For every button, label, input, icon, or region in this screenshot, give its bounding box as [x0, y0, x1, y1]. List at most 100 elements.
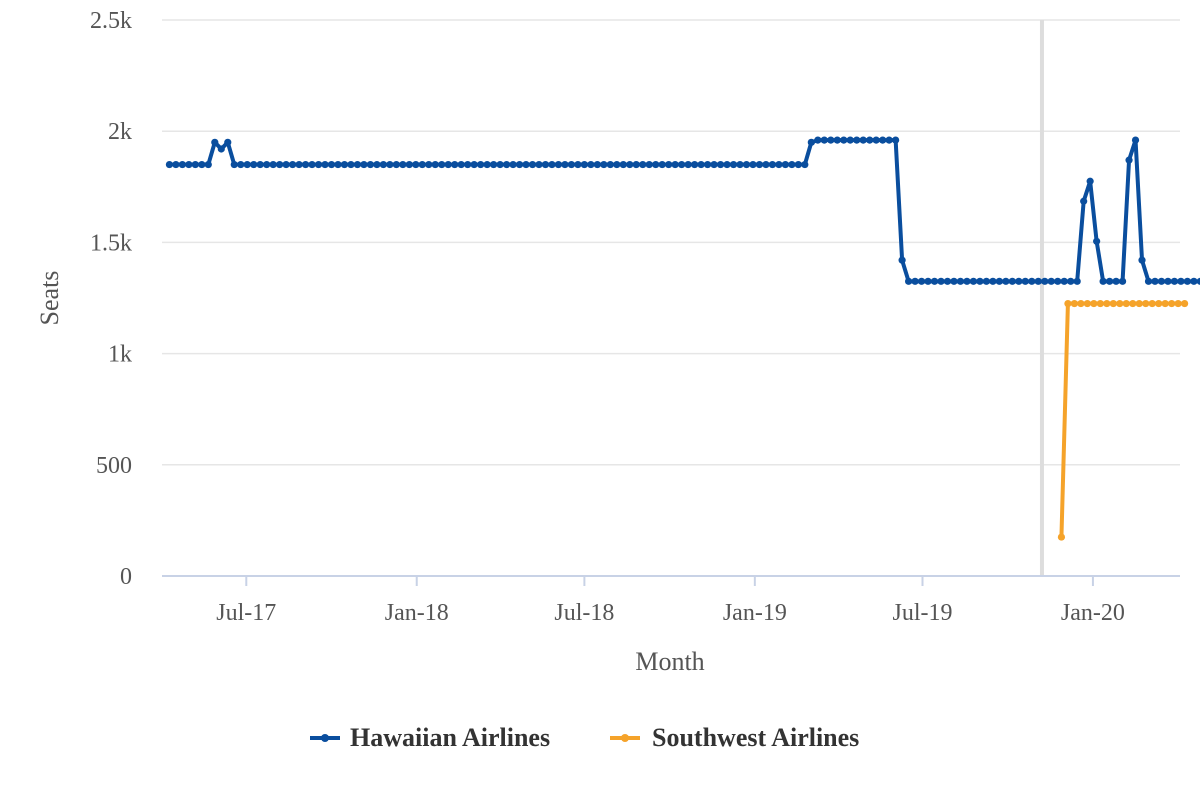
data-point: [995, 277, 1003, 285]
data-point: [807, 138, 815, 146]
data-point: [548, 160, 556, 169]
data-point: [360, 160, 368, 169]
data-point: [580, 160, 588, 169]
series-line: [1059, 301, 1185, 538]
data-point: [1103, 299, 1111, 308]
data-point: [1064, 299, 1072, 308]
data-point: [853, 136, 861, 144]
data-point: [509, 160, 517, 169]
data-point: [1190, 277, 1198, 285]
data-point: [930, 277, 939, 285]
data-point: [1083, 299, 1091, 308]
x-tick-label: Jan-18: [385, 600, 449, 626]
data-point: [924, 277, 932, 285]
data-point: [198, 160, 206, 169]
data-point: [1112, 277, 1120, 285]
data-point: [502, 160, 511, 169]
data-point: [438, 160, 446, 169]
data-point: [1021, 277, 1029, 285]
data-point: [451, 160, 459, 169]
data-point: [658, 160, 666, 169]
legend-label-southwest: Southwest Airlines: [652, 723, 859, 752]
data-point: [1142, 299, 1150, 308]
y-tick-label: 500: [96, 453, 132, 479]
data-point: [496, 160, 504, 169]
data-point: [639, 160, 647, 169]
data-point: [956, 277, 965, 285]
data-point: [211, 138, 219, 146]
data-point: [1157, 277, 1166, 285]
data-point: [1080, 197, 1088, 205]
data-point: [217, 145, 225, 153]
data-point: [1008, 277, 1016, 285]
data-point: [1148, 299, 1156, 308]
data-point: [898, 256, 906, 264]
data-point: [691, 160, 699, 169]
data-point: [1054, 277, 1062, 285]
data-point: [846, 136, 854, 144]
data-point: [794, 160, 802, 169]
tick-labels: 0 500 1k 1.5k 2k 2.5k Jul-17 Jan-18 Jul-18 Jan-19…: [90, 8, 1125, 626]
data-point: [684, 160, 692, 169]
data-point: [347, 160, 355, 169]
data-point: [697, 160, 705, 169]
series-layer: [165, 136, 1200, 541]
y-tick-label: 0: [120, 564, 132, 590]
data-point: [1060, 277, 1068, 285]
data-point: [541, 160, 550, 169]
legend-item-southwest[interactable]: Southwest Airlines: [610, 723, 859, 752]
data-point: [859, 136, 867, 144]
data-point: [373, 160, 381, 169]
data-point: [1177, 277, 1185, 285]
data-point: [762, 160, 770, 169]
data-point: [178, 160, 186, 169]
data-point: [366, 160, 375, 169]
x-tick-label: Jul-17: [216, 600, 276, 626]
data-point: [943, 277, 952, 285]
data-point: [1155, 299, 1163, 308]
data-point: [742, 160, 751, 169]
data-point: [1109, 299, 1117, 308]
data-point: [917, 277, 926, 285]
data-point: [1028, 277, 1036, 285]
data-point: [334, 160, 342, 169]
data-point: [982, 277, 991, 285]
data-point: [1106, 277, 1114, 285]
data-point: [781, 160, 790, 169]
data-point: [528, 160, 537, 169]
data-point: [561, 160, 569, 169]
data-point: [736, 160, 744, 169]
data-point: [963, 277, 971, 285]
data-point: [1168, 299, 1176, 308]
data-point: [165, 160, 174, 169]
data-point: [840, 136, 848, 144]
data-point: [1170, 277, 1179, 285]
data-point: [593, 160, 601, 169]
data-point: [457, 160, 465, 169]
data-point: [470, 160, 478, 169]
legend-item-hawaiian[interactable]: Hawaiian Airlines: [310, 723, 550, 752]
data-point: [606, 160, 614, 169]
data-point: [172, 160, 180, 169]
data-point: [1125, 156, 1133, 164]
series-southwest-airlines: [1057, 299, 1189, 541]
data-point: [399, 160, 407, 169]
data-point: [678, 160, 686, 169]
data-point: [1090, 299, 1098, 308]
data-point: [431, 160, 439, 169]
data-point: [1183, 277, 1192, 285]
data-point: [1174, 299, 1182, 308]
data-point: [866, 136, 874, 144]
y-tick-label: 1k: [108, 342, 132, 368]
data-point: [1073, 277, 1081, 285]
data-point: [937, 277, 945, 285]
data-point: [522, 160, 530, 169]
data-point: [1086, 177, 1094, 185]
data-point: [600, 160, 608, 169]
data-point: [827, 136, 835, 144]
data-point: [613, 160, 621, 169]
data-point: [1116, 299, 1124, 308]
data-point: [412, 160, 420, 169]
data-point: [872, 136, 880, 144]
